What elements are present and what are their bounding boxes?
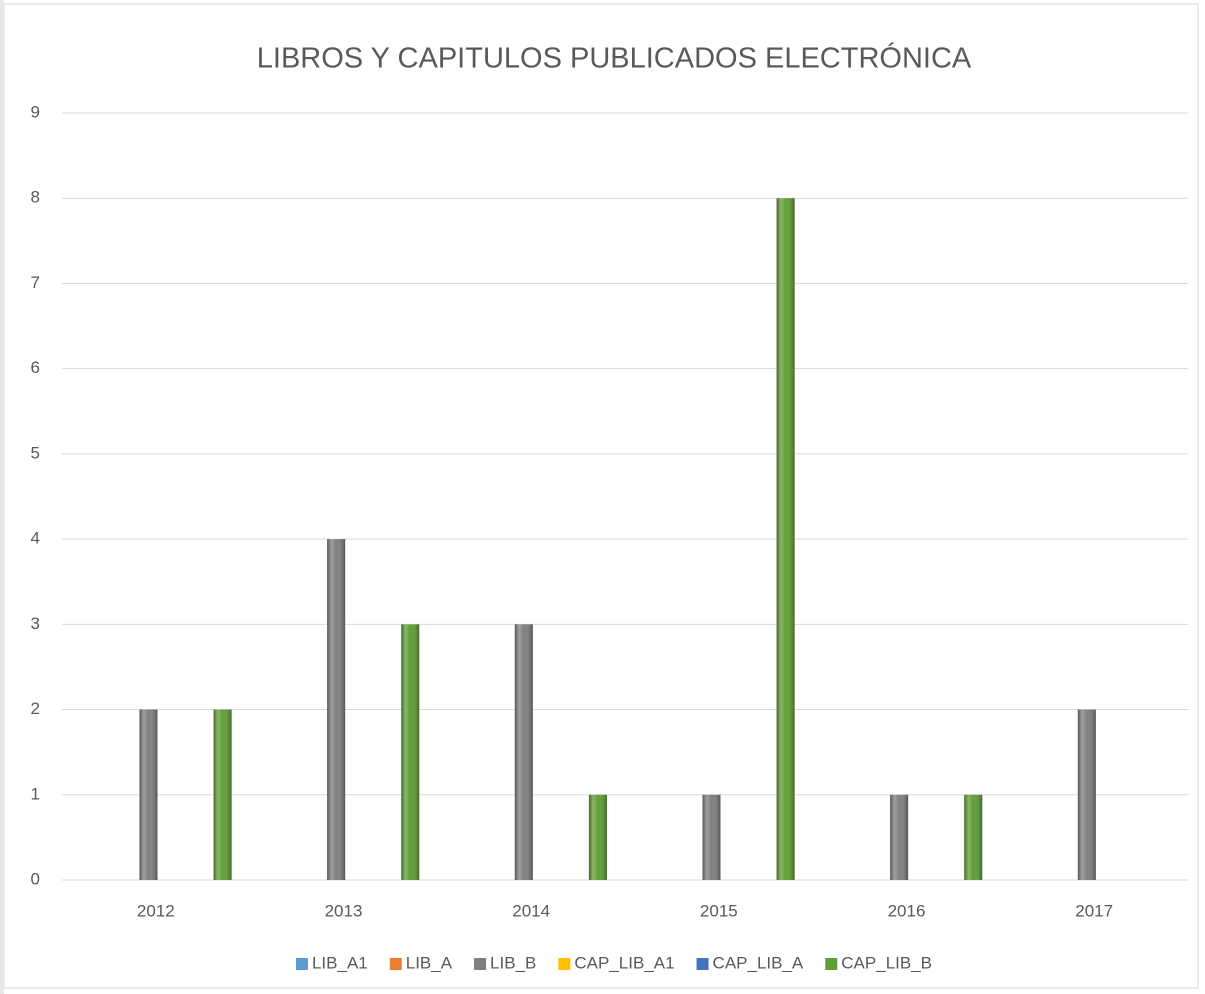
y-tick-label: 8: [31, 188, 40, 207]
legend-swatch: [389, 958, 402, 970]
legend-swatch: [474, 958, 487, 970]
bar-bevel: [514, 624, 533, 880]
legend-swatch: [825, 958, 838, 970]
bar-bevel: [401, 624, 420, 880]
x-tick-label: 2013: [325, 901, 363, 920]
legend-label: CAP_LIB_B: [841, 953, 932, 972]
bar-bevel: [702, 794, 721, 880]
legend-swatch: [295, 958, 308, 970]
y-tick-label: 6: [31, 358, 40, 377]
x-tick-label: 2017: [1075, 901, 1113, 920]
y-tick-label: 4: [31, 529, 40, 548]
chart-title: LIBROS Y CAPITULOS PUBLICADOS ELECTRÓNIC…: [257, 42, 972, 75]
frame-shadow: [0, 0, 4, 994]
legend-label: LIB_A: [406, 953, 453, 972]
y-tick-label: 9: [31, 102, 40, 121]
legend-label: CAP_LIB_A1: [574, 953, 674, 972]
y-tick-label: 3: [31, 614, 40, 633]
x-tick-label: 2014: [512, 901, 550, 920]
bar-bevel: [327, 539, 346, 880]
x-tick-label: 2016: [888, 901, 926, 920]
legend-label: CAP_LIB_A: [713, 953, 804, 972]
bar-bevel: [1077, 709, 1096, 880]
legend-swatch: [558, 958, 571, 970]
legend-label: LIB_B: [490, 953, 536, 972]
legend-label: LIB_A1: [312, 953, 368, 972]
bar-bevel: [139, 709, 158, 880]
bar-bevel: [964, 794, 983, 880]
legend-swatch: [696, 958, 709, 970]
y-tick-label: 5: [31, 443, 40, 462]
bar-bevel: [890, 794, 909, 880]
x-tick-label: 2012: [137, 901, 175, 920]
bar-bevel: [588, 794, 607, 880]
y-tick-label: 7: [31, 273, 40, 292]
y-tick-label: 2: [31, 699, 40, 718]
bar-bevel: [213, 709, 232, 880]
bar-bevel: [776, 198, 795, 880]
y-tick-label: 0: [31, 869, 40, 888]
y-tick-label: 1: [31, 784, 40, 803]
x-tick-label: 2015: [700, 901, 738, 920]
